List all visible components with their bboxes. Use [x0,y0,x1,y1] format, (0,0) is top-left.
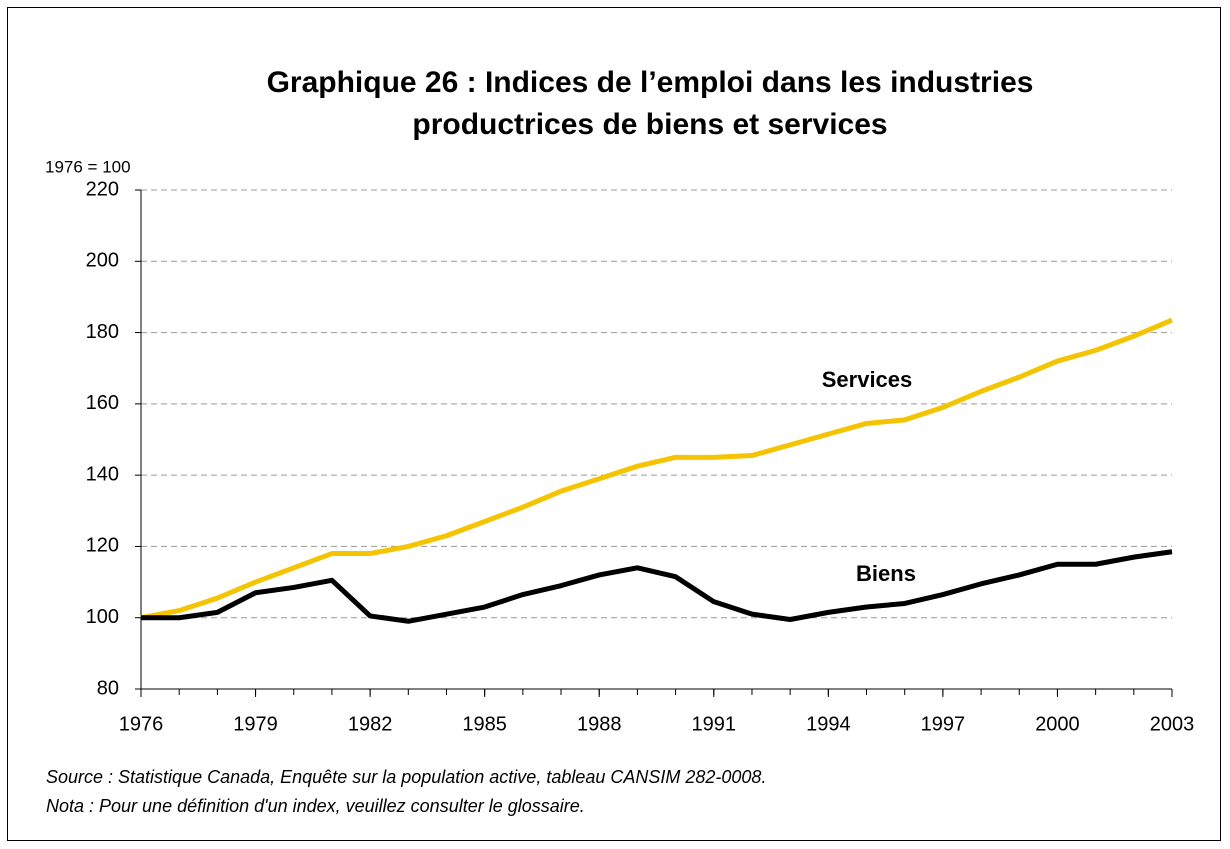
y-tick-label: 100 [86,606,119,628]
chart-title: Graphique 26 : Indices de l’emploi dans … [266,66,1034,141]
y-tick-label: 160 [86,392,119,414]
x-tick-label: 1994 [806,713,851,735]
nota-note: Nota : Pour une définition d'un index, v… [46,796,585,816]
x-tick-label: 1985 [462,713,507,735]
series-label: Services [822,367,913,392]
x-tick-label: 1982 [348,713,393,735]
y-tick-label: 80 [97,677,119,699]
x-tick-label: 1991 [692,713,737,735]
x-tick-label: 1988 [577,713,622,735]
y-tick-label: 220 [86,178,119,200]
y-tick-label: 200 [86,250,119,272]
x-tick-label: 2000 [1035,713,1080,735]
series-line [141,549,1173,624]
x-tick-label: 1997 [921,713,966,735]
y-tick-label: 140 [86,463,119,485]
source-note: Source : Statistique Canada, Enquête sur… [46,767,767,787]
x-tick-label: 2003 [1150,713,1195,735]
series-label: Biens [856,561,916,586]
x-tick-label: 1979 [233,713,278,735]
x-tick-label: 1976 [119,713,164,735]
y-axis-label: 1976 = 100 [45,157,131,176]
y-tick-label: 120 [86,535,119,557]
y-tick-label: 180 [86,321,119,343]
series-line [140,317,1173,621]
frame [7,7,1221,841]
